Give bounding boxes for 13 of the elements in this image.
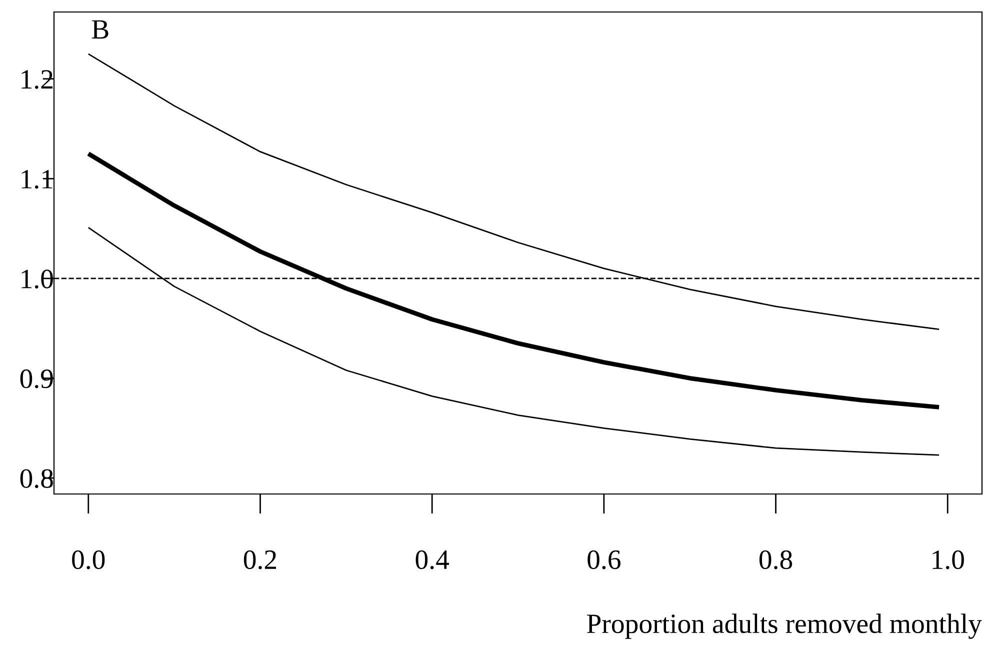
x-axis-title: Proportion adults removed monthly [587, 614, 982, 639]
x-tick-label: 0.6 [588, 550, 620, 570]
x-tick-label: 0.8 [759, 550, 792, 570]
x-tick-label: 0.0 [72, 550, 105, 570]
y-tick-label: 1.1 [22, 170, 52, 189]
y-tick-label: 1.0 [22, 270, 53, 288]
x-tick-label: 1.0 [932, 550, 964, 570]
y-tick-label: 0.9 [20, 369, 53, 388]
y-tick-label: 1.2 [22, 70, 52, 89]
annotation: B [92, 20, 108, 39]
x-tick-label: 0.2 [244, 550, 276, 570]
x-tick-label: 0.4 [416, 550, 449, 570]
y-tick-label: 0.8 [20, 469, 53, 488]
